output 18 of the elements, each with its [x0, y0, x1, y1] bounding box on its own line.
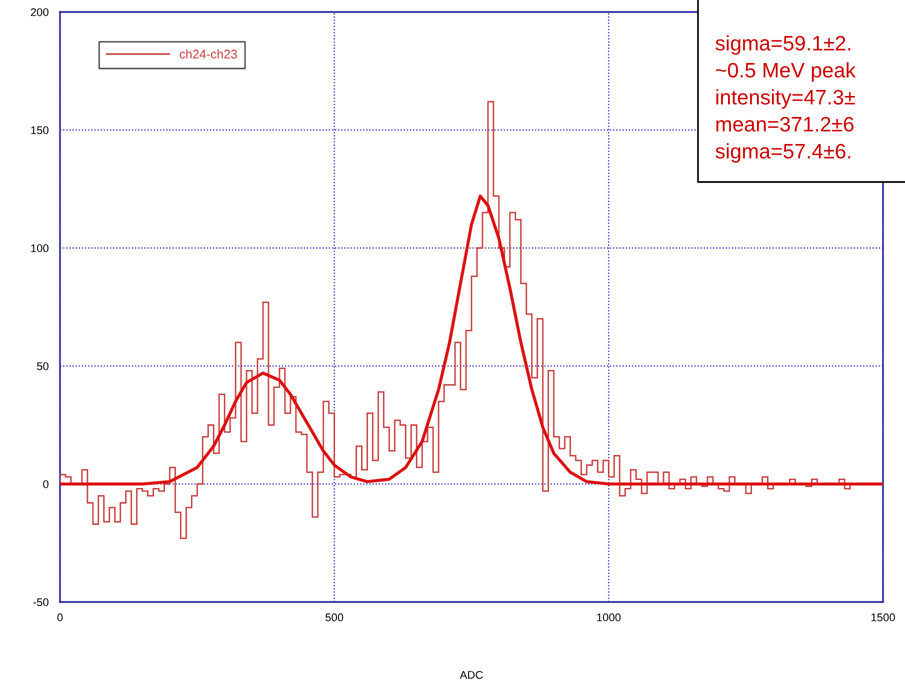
y-tick-label: 50 [36, 362, 48, 370]
y-tick-label: 150 [31, 126, 48, 134]
annotation: sigma=59.1±2. [716, 35, 850, 55]
x-tick-label: 0 [57, 613, 63, 622]
x-tick-label: 500 [326, 613, 344, 622]
annotation: sigma=57.4±6. [716, 143, 850, 163]
y-tick-label: 200 [30, 8, 48, 16]
y-tick-label: -50 [33, 598, 48, 606]
y-tick-label: 0 [43, 480, 48, 488]
legend-label: ch24-ch23 [180, 49, 237, 59]
x-tick-label: 1500 [871, 613, 895, 622]
line-series [60, 194, 883, 486]
x-axis-title: ADC [460, 670, 483, 679]
y-tick-label: 100 [31, 244, 48, 252]
x-tick-label: 1000 [597, 613, 621, 622]
annotation: ~0.5 MeV peak [716, 62, 856, 82]
annotation: mean=371.2±6 [716, 116, 854, 132]
annotation: intensity=47.3± [716, 89, 855, 109]
